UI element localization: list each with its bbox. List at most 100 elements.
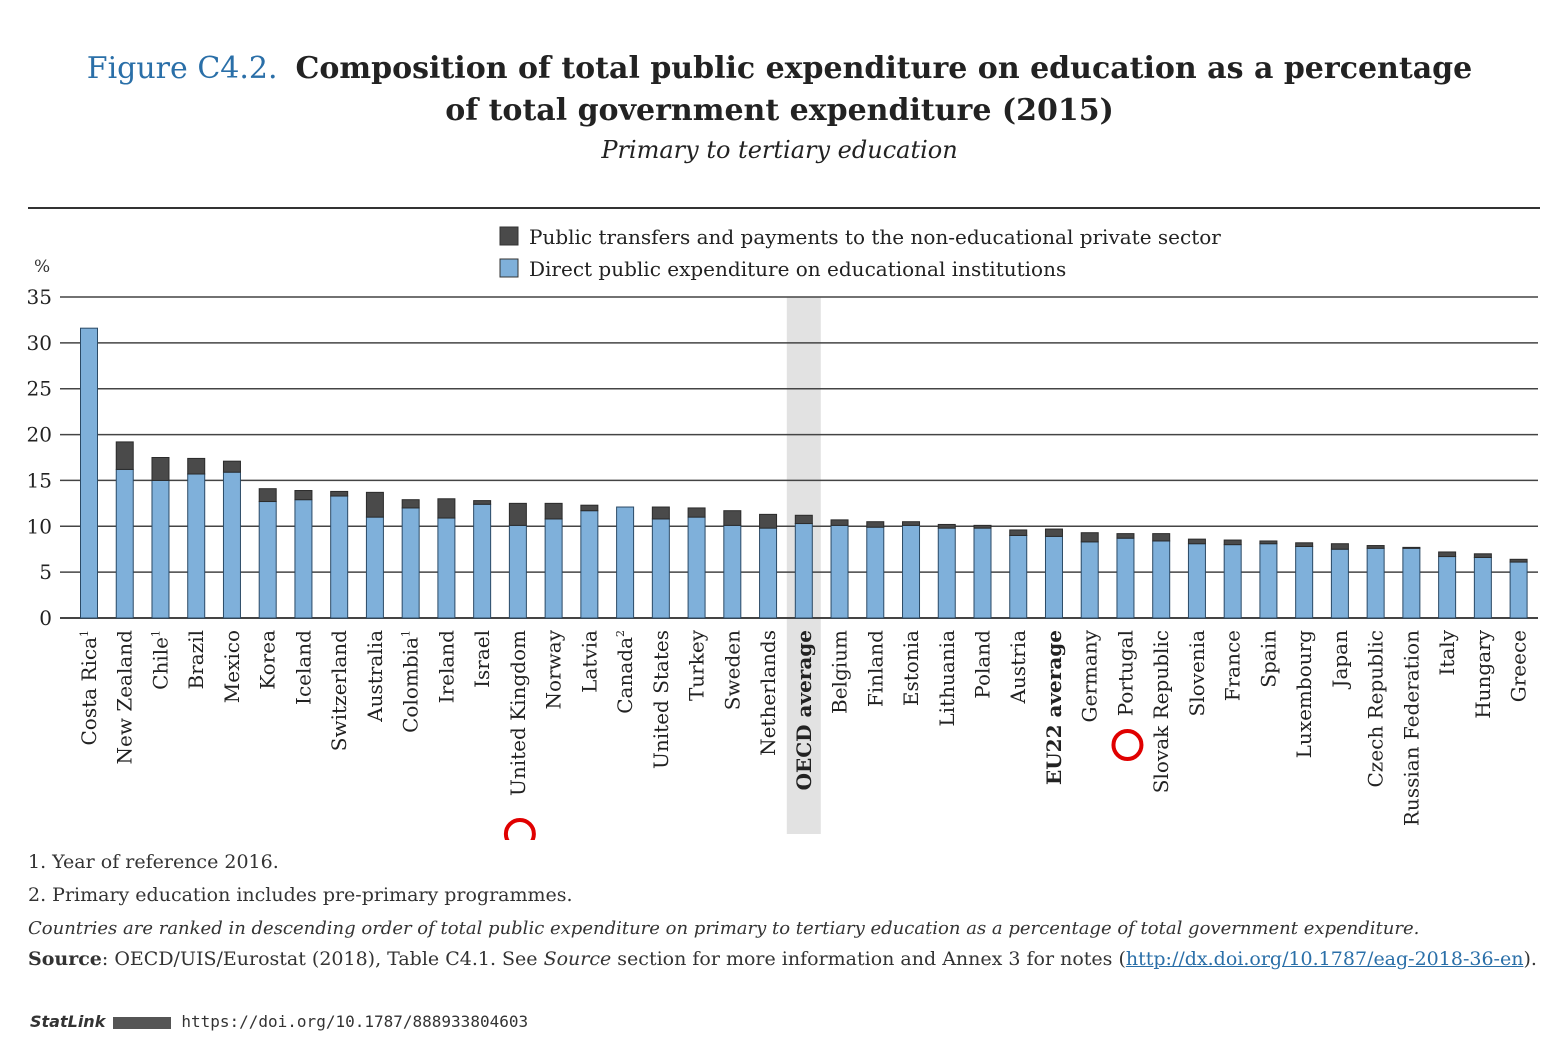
bar-direct-expenditure <box>1259 543 1278 619</box>
bar-public-transfers <box>1187 538 1206 545</box>
y-tick-label: 15 <box>27 468 52 492</box>
footnote-superscript: 1 <box>78 630 91 637</box>
bar-direct-expenditure <box>473 503 492 619</box>
x-tick-label: Lithuania <box>935 630 959 727</box>
bar-public-transfers <box>508 502 527 526</box>
y-tick-label: 20 <box>27 423 52 447</box>
bar-public-transfers <box>294 490 313 501</box>
x-tick-label: Colombia1 <box>399 630 423 733</box>
x-tick-label: Portugal <box>1113 630 1137 716</box>
source-text: : OECD/UIS/Eurostat (2018), Table C4.1. … <box>101 948 544 970</box>
title-line-1: Figure C4.2. Composition of total public … <box>0 48 1559 90</box>
footnote-superscript: 2 <box>614 630 627 637</box>
legend: Public transfers and payments to the non… <box>499 225 1221 281</box>
bar-direct-expenditure <box>1223 544 1242 619</box>
x-tick-label: Chile1 <box>148 630 172 690</box>
bar-direct-expenditure <box>151 479 170 619</box>
bar-direct-expenditure <box>1366 547 1385 619</box>
x-tick-label: New Zealand <box>113 630 137 765</box>
footnote-superscript: 1 <box>400 630 413 637</box>
source-note: Source: OECD/UIS/Eurostat (2018), Table … <box>28 945 1538 973</box>
bar-direct-expenditure <box>437 517 456 619</box>
chart-notes: 1. Year of reference 2016. 2. Primary ed… <box>28 846 1538 973</box>
x-tick-label: Finland <box>863 630 887 707</box>
y-tick-label: 25 <box>27 377 52 401</box>
x-tick-label: Turkey <box>685 629 709 701</box>
x-tick-label: United States <box>649 630 673 769</box>
y-tick-label: 35 <box>27 285 52 309</box>
x-tick-label: Italy <box>1435 629 1459 675</box>
x-tick-label: Spain <box>1256 630 1280 688</box>
x-tick-label: Ireland <box>434 630 458 703</box>
bar-direct-expenditure <box>80 327 98 619</box>
bar-direct-expenditure <box>580 510 599 619</box>
x-tick-label: Korea <box>256 630 280 690</box>
source-text-2: section for more information and Annex 3… <box>611 948 1126 970</box>
x-tick-label: Norway <box>542 629 566 709</box>
bar-direct-expenditure <box>723 524 742 619</box>
bar-public-transfers <box>151 457 170 481</box>
bar-direct-expenditure <box>1438 556 1457 619</box>
bar-direct-expenditure <box>508 524 527 619</box>
bar-direct-expenditure <box>973 527 992 619</box>
x-tick-label: Belgium <box>828 630 852 714</box>
bar-public-transfers <box>365 491 384 518</box>
note-2: 2. Primary education includes pre-primar… <box>28 884 573 906</box>
x-tick-label: Poland <box>971 630 995 699</box>
statlink-url[interactable]: https://doi.org/10.1787/888933804603 <box>181 1012 529 1031</box>
x-tick-label: United Kingdom <box>506 630 530 796</box>
bar-direct-expenditure <box>365 516 384 619</box>
bar-public-transfers <box>973 524 992 529</box>
x-tick-label: Hungary <box>1471 629 1495 718</box>
bar-direct-expenditure <box>1509 561 1528 619</box>
bar-direct-expenditure <box>1187 543 1206 619</box>
bar-public-transfers <box>651 506 670 520</box>
bar-public-transfers <box>1330 543 1349 550</box>
bar-public-transfers <box>1009 529 1028 536</box>
x-tick-label: Iceland <box>291 630 315 705</box>
chart-header: Figure C4.2. Composition of total public … <box>0 48 1559 164</box>
x-tick-label: Costa Rica1 <box>77 630 101 746</box>
y-tick-label: 30 <box>27 331 52 355</box>
bar-direct-expenditure <box>616 506 635 619</box>
x-tick-label: Latvia <box>577 630 601 693</box>
bar-public-transfers <box>473 500 492 505</box>
bar-public-transfers <box>902 521 921 526</box>
source-end: ). <box>1523 948 1537 970</box>
bar-direct-expenditure <box>759 527 778 619</box>
bar-public-transfers <box>1259 540 1278 545</box>
bar-direct-expenditure <box>1330 548 1349 619</box>
bar-public-transfers <box>937 523 956 529</box>
bar-direct-expenditure <box>1295 545 1314 619</box>
bar-direct-expenditure <box>1044 535 1063 619</box>
source-link[interactable]: http://dx.doi.org/10.1787/eag-2018-36-en <box>1125 948 1524 970</box>
bar-direct-expenditure <box>687 516 706 619</box>
bar-public-transfers <box>1295 542 1314 547</box>
bar-direct-expenditure <box>1080 541 1099 619</box>
bar-direct-expenditure <box>1152 540 1171 619</box>
x-tick-label: EU22 average <box>1042 630 1066 785</box>
x-tick-label: Russian Federation <box>1399 630 1423 826</box>
x-tick-label: Slovak Republic <box>1149 630 1173 793</box>
x-tick-label: Israel <box>470 630 494 688</box>
bar-direct-expenditure <box>902 524 921 619</box>
footnote-superscript: 1 <box>149 630 162 637</box>
bar-public-transfers <box>544 502 563 520</box>
x-tick-label: Slovenia <box>1185 630 1209 717</box>
bar-public-transfers <box>1366 545 1385 549</box>
x-tick-label: France <box>1221 630 1245 701</box>
bar-direct-expenditure <box>330 495 349 619</box>
x-tick-label: Czech Republic <box>1364 630 1388 788</box>
legend-swatch-transfers <box>499 226 519 246</box>
bar-direct-expenditure <box>544 518 563 619</box>
bar-public-transfers <box>222 460 241 473</box>
bar-public-transfers <box>401 499 420 509</box>
bar-public-transfers <box>1080 532 1099 543</box>
y-tick-label: 10 <box>27 514 52 538</box>
y-tick-label: 5 <box>39 560 52 584</box>
legend-label-transfers: Public transfers and payments to the non… <box>529 225 1221 249</box>
ranking-note: Countries are ranked in descending order… <box>28 918 1420 939</box>
bar-public-transfers <box>580 504 599 512</box>
source-italic: Source <box>543 948 612 970</box>
bar-public-transfers <box>187 457 206 475</box>
